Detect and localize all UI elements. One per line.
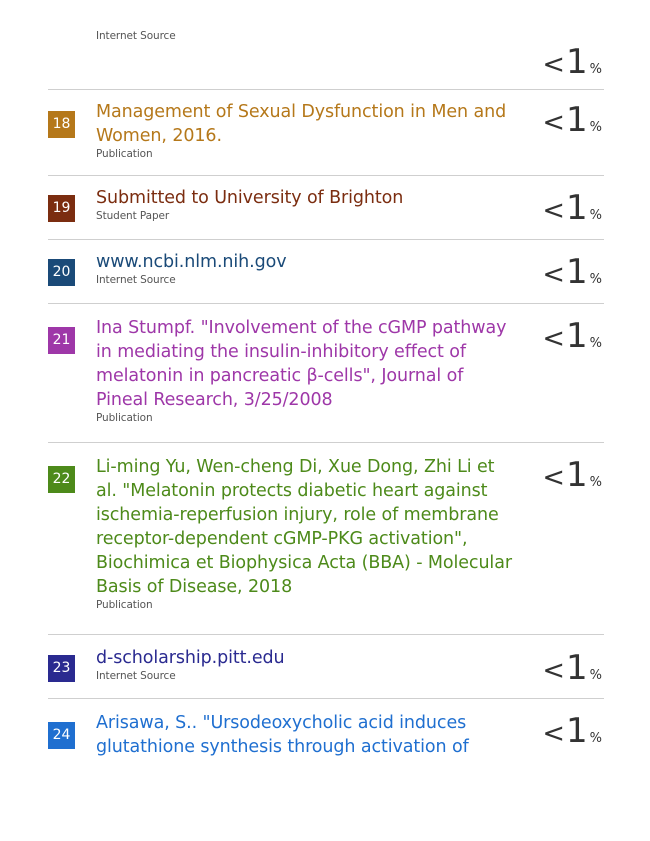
- source-item-top: Internet Source <1%: [48, 30, 604, 88]
- match-percent: <1%: [542, 316, 602, 356]
- match-percent: <1%: [542, 252, 602, 292]
- source-number-badge: 21: [48, 327, 75, 354]
- source-item-24[interactable]: 24 Arisawa, S.. "Ursodeoxycholic acid in…: [48, 711, 604, 771]
- row-divider: [48, 239, 604, 240]
- source-item-19[interactable]: 19 Submitted to University of Brighton S…: [48, 186, 604, 234]
- row-divider: [48, 698, 604, 699]
- match-percent: <1%: [542, 42, 602, 82]
- row-divider: [48, 175, 604, 176]
- source-type-label: Internet Source: [96, 30, 176, 42]
- source-type-label: Internet Source: [96, 670, 176, 682]
- source-title[interactable]: Submitted to University of Brighton: [96, 188, 404, 208]
- source-type-label: Publication: [96, 599, 153, 611]
- match-percent: <1%: [542, 455, 602, 495]
- row-divider: [48, 634, 604, 635]
- source-title[interactable]: Li-ming Yu, Wen-cheng Di, Xue Dong, Zhi …: [96, 457, 512, 597]
- row-divider: [48, 303, 604, 304]
- source-item-23[interactable]: 23 d-scholarship.pitt.edu Internet Sourc…: [48, 646, 604, 694]
- source-number-badge: 20: [48, 259, 75, 286]
- source-title[interactable]: Arisawa, S.. "Ursodeoxycholic acid induc…: [96, 713, 469, 757]
- source-item-22[interactable]: 22 Li-ming Yu, Wen-cheng Di, Xue Dong, Z…: [48, 455, 604, 627]
- source-item-18[interactable]: 18 Management of Sexual Dysfunction in M…: [48, 100, 604, 170]
- source-number-badge: 24: [48, 722, 75, 749]
- source-type-label: Publication: [96, 148, 153, 160]
- match-percent: <1%: [542, 188, 602, 228]
- source-type-label: Publication: [96, 412, 153, 424]
- source-type-label: Internet Source: [96, 274, 176, 286]
- row-divider: [48, 89, 604, 90]
- source-title[interactable]: www.ncbi.nlm.nih.gov: [96, 252, 287, 272]
- match-percent: <1%: [542, 648, 602, 688]
- source-type-label: Student Paper: [96, 210, 170, 222]
- source-number-badge: 19: [48, 195, 75, 222]
- source-number-badge: 22: [48, 466, 75, 493]
- match-percent: <1%: [542, 100, 602, 140]
- source-title[interactable]: Ina Stumpf. "Involvement of the cGMP pat…: [96, 318, 507, 410]
- source-number-badge: 18: [48, 111, 75, 138]
- row-divider: [48, 442, 604, 443]
- source-title[interactable]: Management of Sexual Dysfunction in Men …: [96, 102, 507, 146]
- match-percent: <1%: [542, 711, 602, 751]
- source-number-badge: 23: [48, 655, 75, 682]
- source-item-20[interactable]: 20 www.ncbi.nlm.nih.gov Internet Source …: [48, 250, 604, 298]
- source-title[interactable]: d-scholarship.pitt.edu: [96, 648, 285, 668]
- source-item-21[interactable]: 21 Ina Stumpf. "Involvement of the cGMP …: [48, 316, 604, 436]
